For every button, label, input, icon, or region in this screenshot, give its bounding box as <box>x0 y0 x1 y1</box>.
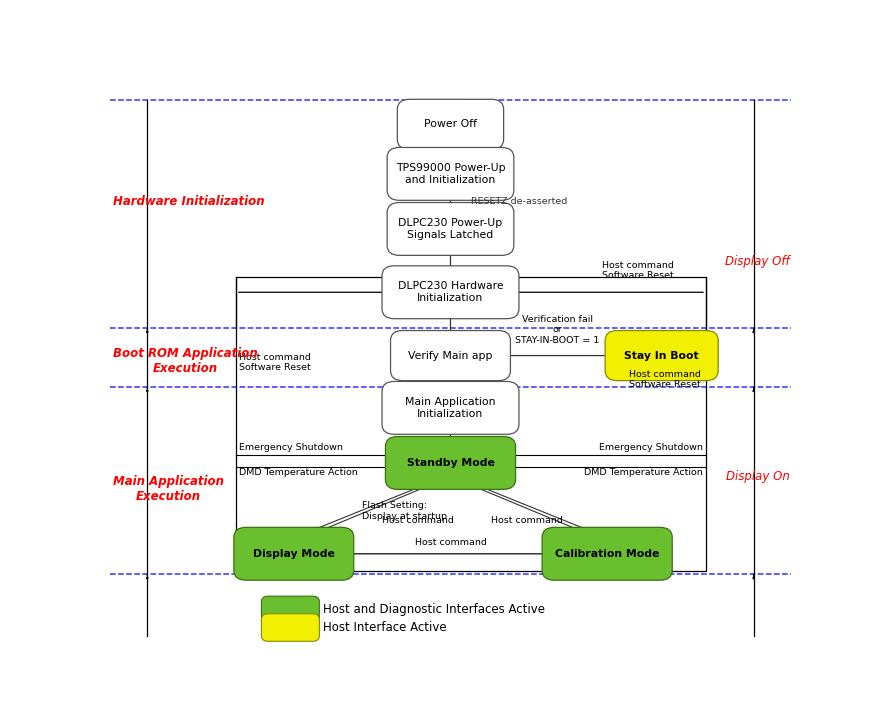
FancyBboxPatch shape <box>386 202 514 255</box>
Text: Calibration Mode: Calibration Mode <box>554 549 658 558</box>
FancyBboxPatch shape <box>390 330 510 380</box>
Text: DMD Temperature Action: DMD Temperature Action <box>239 468 357 478</box>
Text: DLPC230 Power-Up
Signals Latched: DLPC230 Power-Up Signals Latched <box>398 218 502 240</box>
Text: Verification fail
or
STAY-IN-BOOT = 1: Verification fail or STAY-IN-BOOT = 1 <box>515 315 599 345</box>
Text: Host Interface Active: Host Interface Active <box>322 621 446 634</box>
Text: Host command: Host command <box>414 538 486 547</box>
FancyBboxPatch shape <box>385 436 515 489</box>
FancyBboxPatch shape <box>261 596 319 623</box>
FancyBboxPatch shape <box>382 266 518 319</box>
FancyBboxPatch shape <box>604 330 717 380</box>
Text: DMD Temperature Action: DMD Temperature Action <box>583 468 702 478</box>
Bar <box>235 277 705 571</box>
Text: Host command
Software Reset: Host command Software Reset <box>629 370 701 389</box>
FancyBboxPatch shape <box>386 147 514 200</box>
Text: Main Application
Initialization: Main Application Initialization <box>405 397 495 419</box>
FancyBboxPatch shape <box>397 99 503 149</box>
Text: Verify Main app: Verify Main app <box>407 350 493 360</box>
Text: Host command
Software Reset: Host command Software Reset <box>601 261 673 280</box>
FancyBboxPatch shape <box>261 613 319 641</box>
Text: Display On: Display On <box>725 470 788 483</box>
Text: DLPC230 Hardware
Initialization: DLPC230 Hardware Initialization <box>397 282 503 303</box>
Text: Boot ROM Application
Execution: Boot ROM Application Execution <box>113 347 258 375</box>
Text: Display Off: Display Off <box>724 255 788 268</box>
Text: Emergency Shutdown: Emergency Shutdown <box>239 443 342 453</box>
Text: Hardware Initialization: Hardware Initialization <box>113 195 264 208</box>
Text: Stay In Boot: Stay In Boot <box>623 350 698 360</box>
Text: Host command: Host command <box>491 516 563 526</box>
FancyBboxPatch shape <box>382 381 518 434</box>
Text: Standby Mode: Standby Mode <box>407 458 493 468</box>
Text: Display Mode: Display Mode <box>253 549 335 558</box>
Text: Power Off: Power Off <box>423 119 477 129</box>
Text: Emergency Shutdown: Emergency Shutdown <box>598 443 702 453</box>
Text: Main Application
Execution: Main Application Execution <box>113 475 224 503</box>
FancyBboxPatch shape <box>542 528 672 580</box>
Text: RESETZ de-asserted: RESETZ de-asserted <box>471 197 566 206</box>
Text: Flash Setting:
Display at startup: Flash Setting: Display at startup <box>362 501 446 521</box>
Text: Host command: Host command <box>382 516 454 526</box>
FancyBboxPatch shape <box>234 528 353 580</box>
Text: Host and Diagnostic Interfaces Active: Host and Diagnostic Interfaces Active <box>322 603 544 616</box>
Text: Host command
Software Reset: Host command Software Reset <box>239 353 311 373</box>
Text: TPS99000 Power-Up
and Initialization: TPS99000 Power-Up and Initialization <box>395 163 505 184</box>
